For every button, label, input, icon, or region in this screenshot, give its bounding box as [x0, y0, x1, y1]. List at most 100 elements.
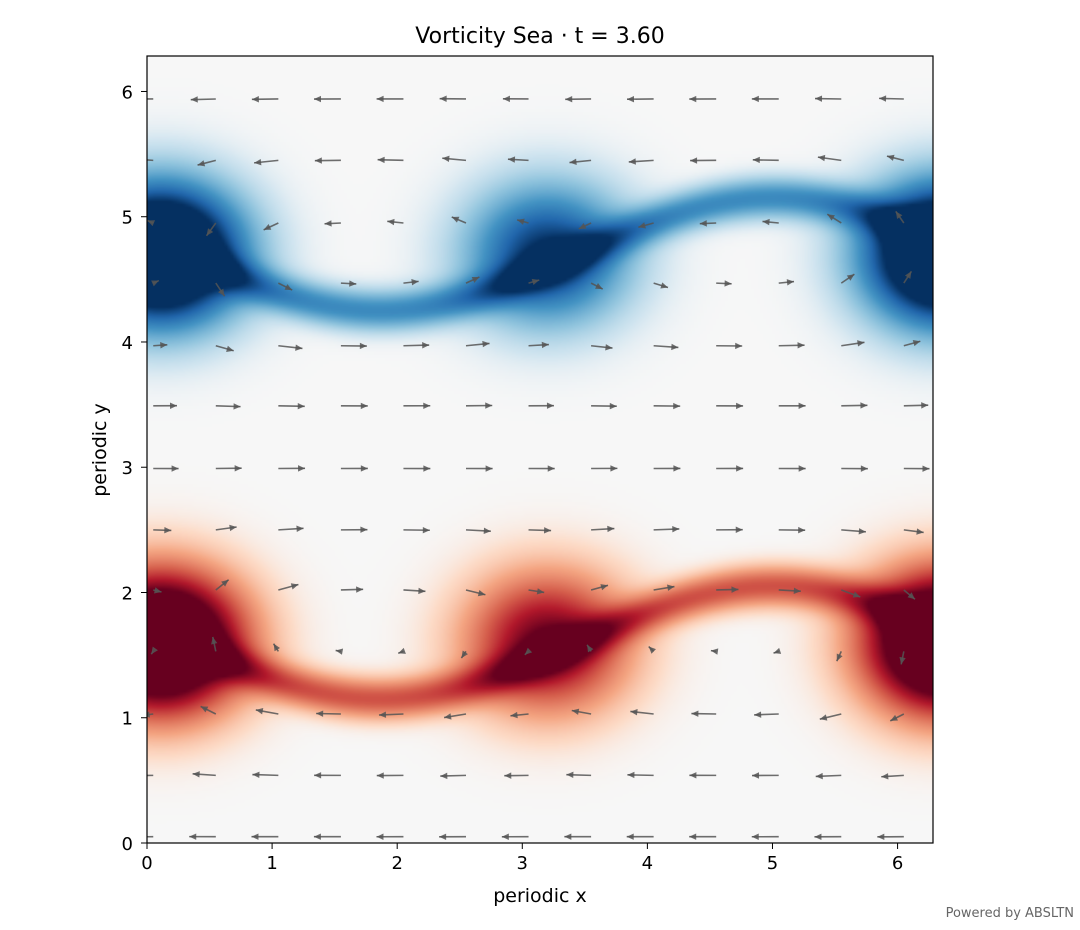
velocity-arrow — [215, 403, 241, 410]
velocity-arrow — [689, 833, 717, 840]
velocity-arrow — [565, 96, 592, 103]
velocity-arrow — [716, 526, 743, 533]
velocity-arrow — [716, 342, 743, 350]
velocity-arrow — [841, 465, 868, 472]
velocity-arrow — [504, 772, 529, 779]
velocity-arrow — [215, 465, 242, 472]
velocity-arrow — [251, 96, 279, 103]
velocity-arrow — [569, 158, 592, 166]
velocity-arrow — [501, 833, 529, 840]
velocity-arrow — [340, 342, 367, 350]
velocity-arrow — [440, 772, 467, 780]
velocity-arrow — [397, 647, 406, 655]
velocity-arrow — [507, 156, 529, 163]
velocity-arrow — [817, 154, 842, 162]
velocity-arrow — [653, 525, 680, 533]
velocity-arrow — [278, 465, 306, 472]
velocity-arrow — [211, 636, 218, 652]
velocity-arrow — [653, 282, 669, 289]
velocity-arrow — [903, 528, 924, 535]
velocity-arrow — [814, 833, 842, 840]
velocity-arrow — [215, 282, 226, 297]
velocity-arrow — [316, 710, 341, 717]
velocity-arrow — [528, 278, 540, 286]
x-axis-label: periodic x — [493, 885, 587, 907]
velocity-arrow — [277, 282, 293, 291]
velocity-arrow — [578, 222, 592, 230]
x-axis: 0 1 2 3 4 5 6 — [141, 843, 903, 874]
velocity-arrow — [528, 402, 554, 409]
velocity-arrow — [627, 771, 654, 779]
velocity-arrow — [762, 218, 779, 226]
velocity-arrow — [147, 98, 154, 100]
velocity-arrow — [778, 526, 806, 534]
velocity-arrow — [439, 95, 467, 102]
velocity-arrow — [752, 772, 779, 779]
velocity-arrow — [889, 713, 905, 722]
velocity-arrow — [387, 218, 404, 226]
velocity-arrow — [653, 402, 681, 410]
velocity-arrow — [773, 647, 782, 654]
velocity-arrow — [153, 402, 178, 409]
velocity-arrow — [465, 465, 493, 472]
velocity-arrow — [841, 402, 868, 409]
velocity-arrow — [403, 526, 430, 534]
velocity-arrow — [528, 527, 552, 534]
velocity-arrow — [340, 526, 368, 533]
velocity-arrow — [215, 579, 230, 591]
velocity-arrow — [841, 589, 861, 598]
velocity-arrow — [465, 340, 490, 348]
velocity-arrow — [215, 344, 234, 352]
velocity-arrow — [151, 279, 160, 287]
velocity-arrow — [903, 589, 916, 600]
velocity-arrow — [841, 340, 865, 347]
velocity-arrow — [263, 222, 279, 231]
velocity-arrow — [586, 644, 594, 653]
velocity-arrow — [716, 586, 739, 593]
velocity-arrow — [465, 589, 486, 597]
velocity-arrow — [403, 278, 419, 286]
x-tick-label: 3 — [517, 853, 528, 874]
velocity-arrow — [899, 651, 906, 665]
velocity-arrow — [378, 711, 404, 718]
velocity-arrow — [877, 833, 904, 841]
velocity-arrow — [751, 833, 779, 840]
velocity-arrow — [819, 713, 842, 721]
y-axis: 0 1 2 3 4 5 6 — [122, 82, 147, 855]
velocity-arrow — [778, 402, 806, 409]
velocity-arrow — [153, 342, 168, 349]
velocity-arrow — [442, 155, 467, 162]
velocity-arrow — [716, 465, 744, 472]
velocity-arrow — [564, 833, 592, 840]
velocity-arrow — [689, 95, 717, 103]
velocity-arrow — [278, 525, 304, 532]
velocity-arrow — [324, 220, 341, 227]
velocity-arrow — [516, 218, 529, 225]
velocity-arrow — [147, 774, 154, 777]
velocity-arrow — [528, 465, 555, 472]
velocity-arrow — [903, 270, 913, 284]
velocity-arrow — [836, 651, 843, 662]
velocity-arrow — [903, 339, 921, 347]
velocity-arrow — [716, 402, 744, 410]
velocity-arrow — [465, 527, 491, 535]
velocity-arrow — [841, 528, 866, 535]
velocity-arrow — [778, 587, 801, 595]
vorticity-heatmap — [147, 56, 933, 843]
velocity-arrow — [153, 465, 179, 472]
velocity-arrow — [628, 158, 654, 165]
powered-by-credit: Powered by ABSLTN — [945, 906, 1074, 921]
x-tick-label: 0 — [141, 853, 152, 874]
velocity-arrow — [710, 648, 719, 655]
velocity-arrow — [147, 159, 154, 162]
velocity-arrow — [403, 465, 431, 472]
velocity-arrow — [403, 342, 430, 349]
velocity-arrow — [691, 710, 717, 717]
velocity-arrow — [751, 95, 779, 103]
y-tick-label: 1 — [122, 709, 133, 730]
y-tick-label: 4 — [122, 333, 133, 354]
velocity-arrow — [566, 771, 592, 779]
velocity-arrow — [272, 643, 280, 652]
velocity-arrow — [528, 588, 545, 595]
